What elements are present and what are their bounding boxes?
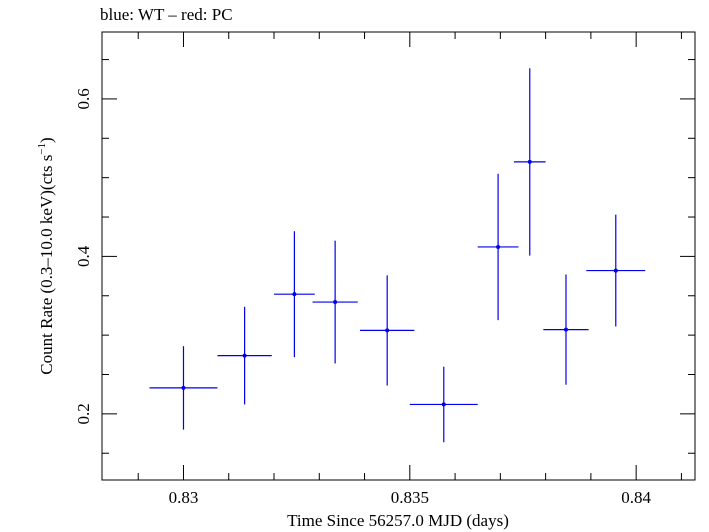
data-point <box>274 231 315 358</box>
point-marker <box>496 244 501 249</box>
plot-frame <box>101 31 696 481</box>
y-tick-labels: 0.2 0.4 0.6 <box>74 88 93 424</box>
y-axis-label-main: Count Rate (0.3–10.0 keV)(cts s <box>37 155 56 375</box>
data-point <box>586 214 646 327</box>
point-marker <box>292 292 297 297</box>
y-axis-label: Count Rate (0.3–10.0 keV)(cts s−1) <box>36 137 56 374</box>
point-marker <box>181 385 186 390</box>
data-point <box>543 274 589 385</box>
x-tick-labels: 0.83 0.835 0.84 <box>169 488 652 507</box>
point-marker <box>613 268 618 273</box>
data-point <box>513 68 546 256</box>
x-tick-label: 0.835 <box>391 488 429 507</box>
data-point <box>312 240 358 364</box>
data-point <box>409 366 478 443</box>
y-tick-label: 0.2 <box>74 403 93 424</box>
x-tick-label: 0.83 <box>169 488 199 507</box>
data-point <box>360 275 415 386</box>
y-axis-label-end: ) <box>37 137 56 143</box>
point-marker <box>333 300 338 305</box>
data-points <box>149 68 646 443</box>
point-marker <box>527 159 532 164</box>
axis-ticks <box>102 32 695 480</box>
data-point <box>217 306 272 405</box>
point-marker <box>563 327 568 332</box>
chart-title: blue: WT – red: PC <box>100 5 233 24</box>
point-marker <box>385 328 390 333</box>
y-tick-label: 0.6 <box>74 88 93 109</box>
point-marker <box>242 353 247 358</box>
x-axis-label: Time Since 56257.0 MJD (days) <box>287 511 509 530</box>
y-axis-label-superscript: −1 <box>36 143 48 155</box>
data-point <box>149 346 218 430</box>
point-marker <box>441 402 446 407</box>
data-point <box>477 173 519 321</box>
y-tick-label: 0.4 <box>74 245 93 267</box>
x-tick-label: 0.84 <box>621 488 651 507</box>
